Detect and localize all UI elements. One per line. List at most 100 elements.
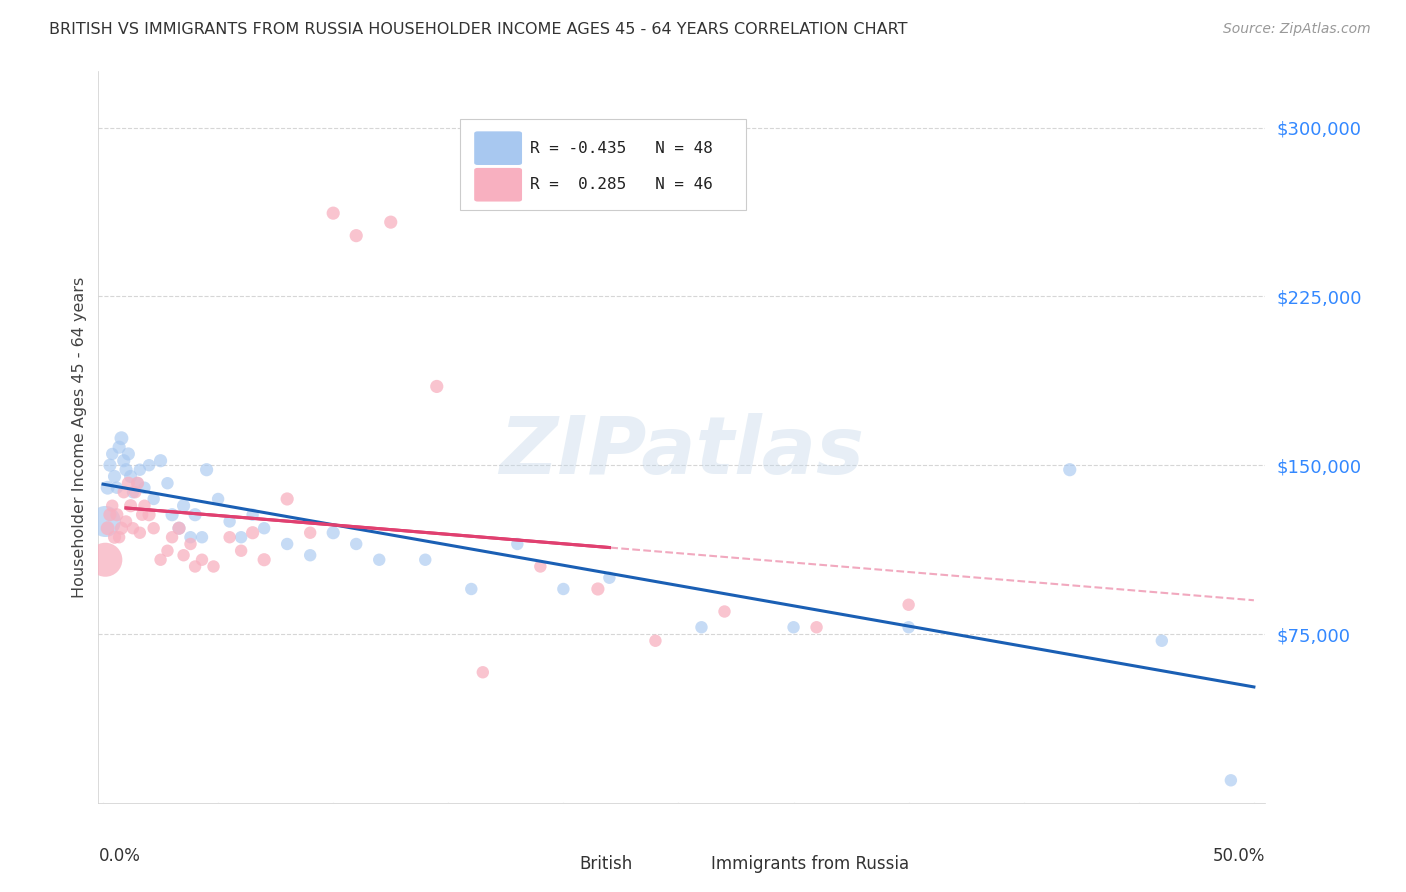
Point: [202, 559, 225, 574]
Point: [108, 440, 131, 454]
Point: [105, 481, 128, 495]
Point: [127, 476, 149, 491]
FancyBboxPatch shape: [474, 131, 522, 165]
Text: BRITISH VS IMMIGRANTS FROM RUSSIA HOUSEHOLDER INCOME AGES 45 - 64 YEARS CORRELAT: BRITISH VS IMMIGRANTS FROM RUSSIA HOUSEH…: [49, 22, 908, 37]
Point: [112, 485, 135, 500]
Point: [103, 469, 125, 483]
Point: [108, 530, 131, 544]
Point: [98, 508, 121, 522]
Point: [173, 499, 195, 513]
Point: [160, 530, 183, 544]
Point: [149, 453, 172, 467]
Text: ZIPatlas: ZIPatlas: [499, 413, 865, 491]
Point: [97, 521, 120, 535]
Point: [506, 537, 529, 551]
Point: [117, 476, 139, 491]
Point: [218, 515, 240, 529]
Point: [413, 553, 436, 567]
Point: [690, 620, 713, 634]
Point: [195, 463, 218, 477]
Point: [167, 521, 190, 535]
Point: [471, 665, 494, 680]
Point: [426, 379, 449, 393]
Point: [229, 530, 252, 544]
Point: [122, 485, 145, 500]
Point: [105, 508, 128, 522]
Point: [242, 525, 264, 540]
Point: [1219, 773, 1241, 788]
Point: [112, 453, 135, 467]
Point: [101, 499, 124, 513]
Text: Immigrants from Russia: Immigrants from Russia: [711, 855, 910, 872]
Point: [160, 508, 183, 522]
Point: [120, 469, 142, 483]
Point: [156, 543, 179, 558]
Point: [713, 605, 735, 619]
Point: [98, 458, 121, 473]
Point: [184, 559, 207, 574]
Point: [179, 530, 201, 544]
Point: [229, 543, 252, 558]
Text: 0.0%: 0.0%: [98, 847, 141, 864]
Point: [368, 553, 391, 567]
Point: [460, 582, 482, 596]
Point: [276, 491, 298, 506]
Point: [128, 525, 150, 540]
FancyBboxPatch shape: [665, 851, 706, 876]
Point: [131, 508, 153, 522]
Text: Source: ZipAtlas.com: Source: ZipAtlas.com: [1223, 22, 1371, 37]
Point: [242, 508, 264, 522]
Point: [1059, 463, 1081, 477]
Point: [598, 571, 620, 585]
Point: [322, 525, 344, 540]
Point: [142, 491, 165, 506]
Point: [127, 476, 149, 491]
Point: [276, 537, 298, 551]
Point: [117, 447, 139, 461]
Point: [94, 515, 117, 529]
Point: [191, 553, 214, 567]
Point: [218, 530, 240, 544]
Text: R = -0.435   N = 48: R = -0.435 N = 48: [530, 141, 713, 156]
Point: [344, 537, 367, 551]
FancyBboxPatch shape: [474, 168, 522, 202]
Text: 50.0%: 50.0%: [1213, 847, 1265, 864]
Point: [149, 553, 172, 567]
Point: [179, 537, 201, 551]
FancyBboxPatch shape: [460, 119, 747, 211]
Point: [156, 476, 179, 491]
Point: [644, 633, 666, 648]
Point: [344, 228, 367, 243]
Point: [120, 499, 142, 513]
Point: [122, 521, 145, 535]
Point: [184, 508, 207, 522]
Point: [897, 598, 920, 612]
Point: [529, 559, 551, 574]
Y-axis label: Householder Income Ages 45 - 64 years: Householder Income Ages 45 - 64 years: [72, 277, 87, 598]
Point: [134, 481, 156, 495]
Point: [110, 521, 132, 535]
Point: [173, 548, 195, 562]
Point: [128, 463, 150, 477]
Point: [299, 548, 322, 562]
Point: [191, 530, 214, 544]
Point: [115, 463, 138, 477]
Point: [103, 530, 125, 544]
Point: [380, 215, 402, 229]
Point: [553, 582, 575, 596]
Point: [124, 485, 146, 500]
Point: [586, 582, 609, 596]
Point: [134, 499, 156, 513]
Point: [138, 458, 160, 473]
Point: [1150, 633, 1173, 648]
Point: [897, 620, 920, 634]
Point: [253, 553, 276, 567]
Point: [138, 508, 160, 522]
Point: [207, 491, 229, 506]
Point: [110, 431, 132, 445]
Point: [782, 620, 804, 634]
FancyBboxPatch shape: [533, 851, 575, 876]
Point: [115, 515, 138, 529]
Point: [167, 521, 190, 535]
Point: [101, 447, 124, 461]
